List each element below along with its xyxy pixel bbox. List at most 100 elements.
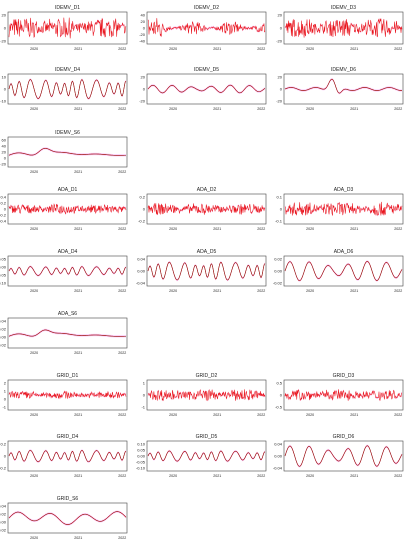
x-tick-label: 2021 xyxy=(213,227,221,231)
x-tick-label: 2021 xyxy=(350,227,358,231)
y-tick-label: -1 xyxy=(2,405,6,410)
panel-ada_d1: ADA_D1 0.40.20-0.2-0.4 2020 2021 2022 xyxy=(0,187,128,231)
chart-title: GRID_D1 xyxy=(57,373,79,379)
trend-line xyxy=(8,79,127,100)
x-tick-label: 2022 xyxy=(118,474,126,478)
chart-title: ADA_D6 xyxy=(334,249,354,255)
panel-ada_d3: ADA_D3 0.1 0 -0.1 2020 2021 2022 xyxy=(275,187,404,231)
x-tick-label: 2021 xyxy=(350,47,358,51)
y-tick-label: -0.02 xyxy=(0,343,7,348)
y-tick-label: -0.2 xyxy=(0,213,7,218)
plot-frame xyxy=(283,440,404,472)
x-tick-label: 2022 xyxy=(394,47,402,51)
x-tick-label: 2021 xyxy=(350,474,358,478)
x-tick-label: 2022 xyxy=(394,474,402,478)
trend-line xyxy=(8,511,127,525)
series-line xyxy=(284,18,403,38)
y-tick-label: 1 xyxy=(143,381,146,386)
panel-grid_d5: GRID_D5 0.100.050.00-0.05-0.10 2020 2021 202… xyxy=(136,434,267,478)
plot-frame xyxy=(7,255,128,287)
chart-title: ADA_D5 xyxy=(197,249,217,255)
chart-title: ADA_D4 xyxy=(58,249,78,255)
x-tick-label: 2020 xyxy=(169,227,177,231)
y-tick-label: 0 xyxy=(4,207,7,212)
y-tick-label: -0.04 xyxy=(273,466,283,471)
x-tick-label: 2021 xyxy=(74,170,82,174)
x-tick-label: 2020 xyxy=(30,47,38,51)
x-tick-label: 2022 xyxy=(394,413,402,417)
y-tick-label: -1 xyxy=(141,405,145,410)
y-tick-label: 0.05 xyxy=(0,257,7,262)
x-tick-label: 2021 xyxy=(213,47,221,51)
x-tick-label: 2022 xyxy=(257,413,265,417)
confidence-band xyxy=(148,449,265,463)
chart-title: GRID_D5 xyxy=(196,434,218,440)
y-tick-label: 0 xyxy=(4,26,7,31)
y-tick-label: -10 xyxy=(0,99,7,104)
confidence-band xyxy=(9,328,126,338)
panel-idemv_d4: IDEMV_D4 10 0 -10 2020 2021 2022 xyxy=(0,67,128,111)
series-line xyxy=(8,17,127,39)
confidence-band xyxy=(148,16,265,38)
x-tick-label: 2020 xyxy=(30,351,38,355)
y-tick-label: 0.10 xyxy=(137,442,146,447)
y-tick-label: 0.04 xyxy=(137,257,146,262)
chart-title: GRID_D4 xyxy=(57,434,79,440)
x-tick-label: 2020 xyxy=(30,536,38,540)
y-tick-label: 0 xyxy=(143,393,146,398)
plot-frame xyxy=(146,379,267,411)
x-tick-label: 2021 xyxy=(350,289,358,293)
series-line xyxy=(284,201,403,216)
y-tick-label: -0.05 xyxy=(0,273,7,278)
plot-frame xyxy=(7,193,128,225)
x-tick-label: 2021 xyxy=(213,289,221,293)
y-tick-label: -20 xyxy=(0,162,7,167)
x-tick-label: 2022 xyxy=(118,227,126,231)
chart-title: IDEMV_S6 xyxy=(55,130,80,136)
x-tick-label: 2020 xyxy=(169,413,177,417)
chart-title: ADA_D2 xyxy=(197,187,217,193)
panel-ada_d4: ADA_D4 0.05 0.00 -0.05 -0.10 2020 2021 2022 xyxy=(0,249,128,293)
y-tick-label: -20 xyxy=(276,39,283,44)
y-tick-label: -0.04 xyxy=(136,281,146,286)
plot-frame xyxy=(146,193,267,225)
x-tick-label: 2021 xyxy=(350,413,358,417)
y-tick-label: 0 xyxy=(143,87,146,92)
x-tick-label: 2020 xyxy=(306,474,314,478)
y-tick-label: 0.05 xyxy=(137,448,146,453)
x-tick-label: 2021 xyxy=(74,536,82,540)
chart-title: IDEMV_D6 xyxy=(331,67,356,73)
confidence-band xyxy=(285,260,402,282)
y-tick-label: 0.04 xyxy=(274,442,283,447)
y-tick-label: 0.00 xyxy=(0,265,7,270)
x-tick-label: 2020 xyxy=(30,474,38,478)
x-tick-label: 2022 xyxy=(257,107,265,111)
x-tick-label: 2022 xyxy=(118,536,126,540)
series-line xyxy=(8,203,127,215)
trend-line xyxy=(147,84,266,94)
x-tick-label: 2021 xyxy=(213,107,221,111)
x-tick-label: 2020 xyxy=(306,47,314,51)
y-tick-label: 20 xyxy=(141,19,146,24)
trend-line xyxy=(147,261,266,281)
series-line xyxy=(147,261,266,281)
y-tick-label: 0.2 xyxy=(139,195,145,200)
x-tick-label: 2022 xyxy=(118,107,126,111)
y-tick-label: 0 xyxy=(4,454,7,459)
y-tick-label: -0.02 xyxy=(273,281,283,286)
chart-title: GRID_D6 xyxy=(333,434,355,440)
plot-frame xyxy=(7,11,128,45)
y-tick-label: 0.00 xyxy=(274,269,283,274)
x-tick-label: 2022 xyxy=(394,227,402,231)
y-tick-label: -40 xyxy=(139,39,146,44)
x-tick-label: 2021 xyxy=(213,413,221,417)
y-tick-label: 0 xyxy=(143,207,146,212)
x-tick-label: 2022 xyxy=(118,47,126,51)
x-tick-label: 2020 xyxy=(30,413,38,417)
x-tick-label: 2020 xyxy=(169,107,177,111)
chart-title: GRID_S6 xyxy=(57,496,79,502)
y-tick-label: -0.2 xyxy=(0,466,7,471)
y-tick-label: 0.00 xyxy=(0,520,7,525)
y-tick-label: 0.1 xyxy=(276,195,282,200)
